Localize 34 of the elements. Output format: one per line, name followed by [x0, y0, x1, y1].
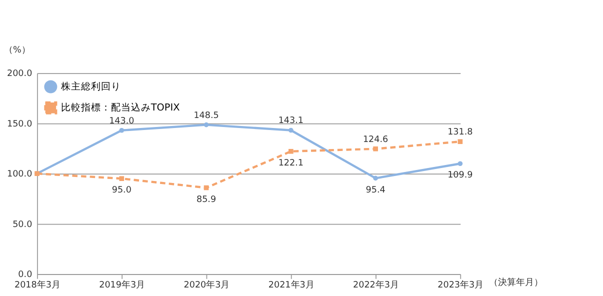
point: [119, 128, 124, 133]
data-label: 148.5: [194, 110, 219, 121]
legend-label: 比較指標：配当込みTOPIX: [60, 102, 180, 114]
x-tick-label: 2023年3月: [438, 280, 484, 291]
point: [373, 146, 378, 152]
data-label: 95.0: [112, 186, 132, 196]
point: [373, 176, 378, 181]
data-label: 131.8: [448, 128, 473, 138]
y-axis-title: （%）: [4, 45, 30, 56]
x-tick-label: 2022年3月: [353, 280, 399, 291]
x-tick-label: 2021年3月: [268, 280, 314, 291]
point: [204, 122, 209, 128]
point: [288, 128, 294, 133]
data-label: 109.9: [448, 170, 473, 181]
point: [288, 148, 294, 154]
point: [119, 176, 124, 182]
point: [458, 161, 463, 166]
point: [458, 139, 463, 144]
y-tick-label: 150.0: [6, 119, 33, 130]
data-label: 95.4: [366, 185, 386, 196]
y-tick-label: 50.0: [12, 220, 33, 230]
x-tick-label: 2020年3月: [184, 280, 230, 291]
y-tick-label: 200.0: [6, 69, 33, 80]
data-label: 85.9: [196, 194, 216, 205]
data-label: 124.6: [362, 134, 389, 145]
x-tick-label: 2019年3月: [99, 280, 146, 291]
y-tick-label: 100.0: [6, 170, 33, 180]
data-label: 143.0: [109, 116, 135, 126]
x-axis-title: （決算年月）: [488, 277, 543, 288]
data-label: 143.1: [278, 116, 304, 126]
x-tick-label: 2018年3月: [14, 280, 60, 291]
legend-label: 株主総利回り: [60, 80, 121, 92]
y-tick-label: 0.0: [18, 270, 33, 280]
data-label: 122.1: [278, 158, 304, 168]
